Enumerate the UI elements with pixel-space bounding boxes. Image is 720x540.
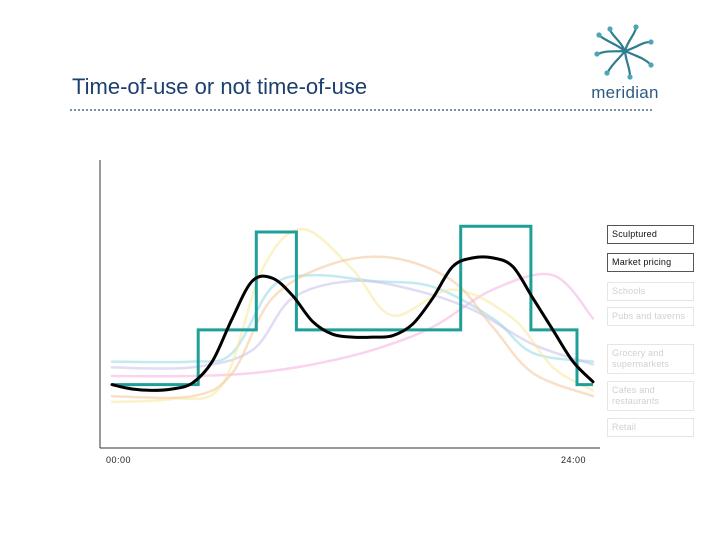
legend-item-grocery-and-supermarkets[interactable]: Grocery and supermarkets xyxy=(607,344,694,374)
legend-item-market-pricing[interactable]: Market pricing xyxy=(607,253,694,272)
series-line-market-pricing xyxy=(110,255,595,392)
x-tick-label: 00:00 xyxy=(106,455,132,465)
x-tick-label: 24:00 xyxy=(561,455,587,465)
series-line-pubs-and-taverns xyxy=(110,272,595,378)
faded-series-group xyxy=(110,227,595,404)
legend-item-retail[interactable]: Retail xyxy=(607,418,694,437)
legend-item-sculptured[interactable]: Sculptured xyxy=(607,225,694,244)
legend-item-pubs-and-taverns[interactable]: Pubs and taverns xyxy=(607,307,694,326)
series-line-cafes-and-restaurants xyxy=(110,227,595,404)
legend-item-cafes-and-restaurants[interactable]: Cafes and restaurants xyxy=(607,381,694,411)
series-line-sculptured xyxy=(112,224,593,387)
logo-wordmark: meridian xyxy=(591,83,659,102)
series-line-schools xyxy=(110,273,595,364)
meridian-logo-icon xyxy=(594,24,654,80)
page-title: Time-of-use or not time-of-use xyxy=(72,74,368,99)
title-divider xyxy=(70,109,652,111)
main-series-group xyxy=(110,224,595,392)
meridian-logo: meridian xyxy=(580,20,670,105)
series-line-retail xyxy=(110,255,595,400)
legend-item-schools[interactable]: Schools xyxy=(607,282,694,301)
